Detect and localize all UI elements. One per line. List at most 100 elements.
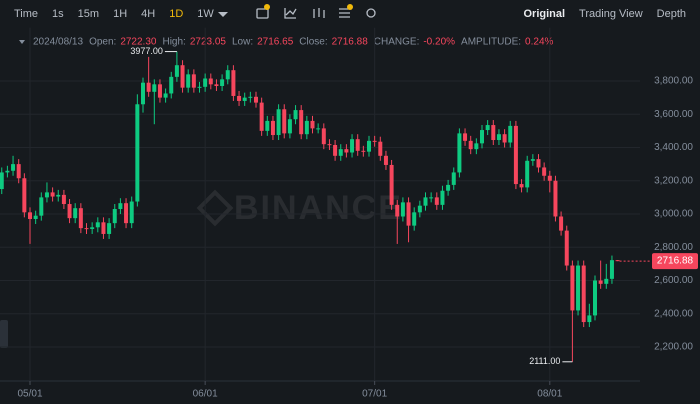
candle-body <box>604 278 609 284</box>
last-price-box <box>652 253 698 270</box>
y-tick-label: 3,400.00 <box>654 142 693 153</box>
view-button[interactable]: Original <box>523 8 566 20</box>
candle-body <box>446 184 451 191</box>
watermark: BINANCE <box>196 189 403 227</box>
candle-body <box>84 228 89 230</box>
candle-body <box>406 202 411 226</box>
candle-body <box>598 280 603 284</box>
candle-body <box>513 125 518 185</box>
candle-body <box>146 82 151 92</box>
candle-body <box>480 130 484 144</box>
candle-body <box>519 184 524 188</box>
candle-body <box>214 84 219 86</box>
candle-body <box>400 202 405 217</box>
info-label: AMPLITUDE: <box>461 37 521 48</box>
candle-body <box>231 70 236 96</box>
candle-body <box>118 203 123 210</box>
candle-body <box>28 212 32 219</box>
candle-body <box>383 155 388 165</box>
candle-body <box>259 102 264 131</box>
x-tick-label: 06/01 <box>193 389 218 400</box>
candle-body <box>423 197 428 206</box>
watermark-text: BINANCE <box>234 189 403 227</box>
candle-body <box>56 194 61 197</box>
candle-body <box>129 201 134 224</box>
interval-button[interactable]: 1D <box>169 8 184 20</box>
candle-body <box>287 119 292 134</box>
candle-body <box>581 265 586 323</box>
max-label: 3977.00 <box>130 46 163 56</box>
candle-body <box>191 74 196 88</box>
interval-button[interactable]: 1s <box>52 8 64 20</box>
candle-body <box>248 96 253 98</box>
collapse-arrow <box>19 40 25 44</box>
candle-body <box>587 315 592 323</box>
y-tick-label: 3,800.00 <box>654 76 693 87</box>
candle-body <box>593 280 597 316</box>
x-tick-label: 07/01 <box>362 389 387 400</box>
candle-body <box>67 204 72 219</box>
candle-body <box>491 125 496 141</box>
candle-body <box>237 95 242 101</box>
info-value: 2716.65 <box>257 37 294 48</box>
candle-body <box>44 192 49 198</box>
candle-body <box>95 222 100 228</box>
candle-body <box>429 197 434 199</box>
candle-body <box>174 65 179 77</box>
view-button[interactable]: Trading View <box>579 8 643 20</box>
info-label: Open: <box>89 37 116 48</box>
candle-body <box>378 141 383 156</box>
candle-body <box>135 104 140 202</box>
interval-button[interactable]: 15m <box>77 8 100 20</box>
candle-body <box>225 70 230 80</box>
candle-body <box>186 74 191 88</box>
candle-body <box>0 172 4 190</box>
view-button[interactable]: Depth <box>656 8 686 20</box>
info-value: 2723.05 <box>190 37 227 48</box>
candle-body <box>547 175 552 181</box>
candle-body <box>321 128 326 145</box>
info-value: 0.24% <box>525 37 553 48</box>
side-handle[interactable] <box>0 320 8 348</box>
candle-body <box>61 194 66 205</box>
interval-button[interactable]: 4H <box>141 8 156 20</box>
candle-body <box>242 97 247 101</box>
y-tick-label: 3,600.00 <box>654 109 693 120</box>
info-value: -0.20% <box>423 37 455 48</box>
candle-body <box>389 164 394 205</box>
candle-body <box>157 84 162 98</box>
candle-body <box>169 76 174 94</box>
candle-body <box>350 139 355 153</box>
candle-body <box>559 216 564 231</box>
interval-button[interactable]: 1W <box>197 8 214 20</box>
candle-body <box>112 209 117 224</box>
candle-body <box>265 120 270 131</box>
info-value: 2716.88 <box>332 37 369 48</box>
candle-body <box>163 93 168 98</box>
candle-body <box>316 128 321 130</box>
candle-body <box>440 190 445 205</box>
candle-body <box>508 125 513 143</box>
candle-body <box>570 265 575 311</box>
candle-body <box>536 159 541 168</box>
candle-body <box>22 178 27 213</box>
candle-body <box>355 139 360 151</box>
candle-body <box>615 260 620 262</box>
candle-body <box>220 79 225 86</box>
min-label: 2111.00 <box>529 356 560 366</box>
candle-body <box>530 159 535 161</box>
candle-body <box>254 96 258 103</box>
candle-body <box>457 133 462 173</box>
view-switch: Original Trading View Depth <box>509 8 686 20</box>
x-tick-label: 08/01 <box>537 389 562 400</box>
y-tick-label: 3,000.00 <box>654 209 693 220</box>
candle-body <box>372 140 377 142</box>
candle-body <box>73 208 78 219</box>
candle-body <box>333 145 338 156</box>
candle-body <box>463 133 468 141</box>
candle-body <box>16 164 21 179</box>
interval-button[interactable]: 1H <box>113 8 128 20</box>
candle-body <box>282 109 287 134</box>
candle-body <box>525 160 530 188</box>
